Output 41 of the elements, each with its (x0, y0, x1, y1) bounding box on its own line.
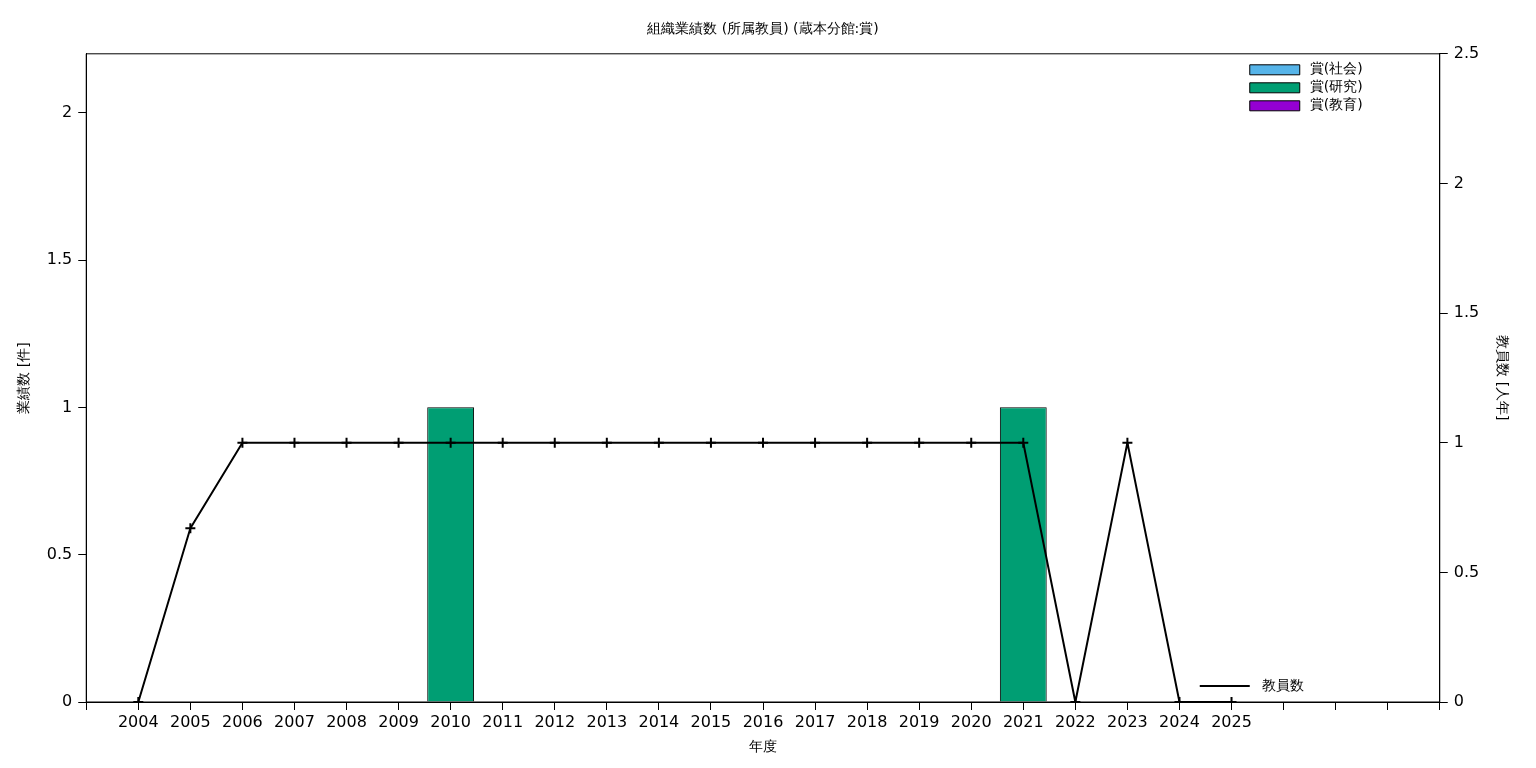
x-tick-label: 2006 (222, 711, 263, 731)
y-axis-title: 業績数 [件] (15, 342, 32, 414)
y-tick-label: 1 (62, 396, 73, 416)
x-tick-label: 2009 (378, 711, 419, 731)
legend-label: 賞(教育) (1309, 96, 1363, 113)
chart-title: 組織業績数 (所属教員) (蔵本分館:賞) (646, 20, 879, 37)
x-tick-label: 2023 (1107, 711, 1148, 731)
legend-label: 賞(研究) (1309, 78, 1363, 95)
x-tick-label: 2007 (274, 711, 315, 731)
y2-tick-label: 2 (1453, 172, 1464, 192)
y2-axis-title: 教員数 [人年] (1494, 335, 1511, 421)
y2-tick-label: 0.5 (1453, 561, 1480, 581)
x-tick-label: 2022 (1054, 711, 1096, 731)
x-tick-label: 2018 (846, 711, 888, 731)
x-tick-label: 2015 (690, 711, 732, 731)
y-tick-label: 2 (62, 101, 73, 121)
y2-tick-label: 2.5 (1453, 42, 1480, 62)
x-tick-label: 2020 (950, 711, 992, 731)
legend-label: 教員数 (1261, 676, 1304, 693)
x-tick-label: 2010 (430, 711, 472, 731)
x-tick-label: 2013 (586, 711, 628, 731)
x-tick-label: 2005 (170, 711, 211, 731)
y2-tick-label: 0 (1453, 691, 1464, 711)
x-tick-label: 2021 (1002, 711, 1044, 731)
x-tick-label: 2008 (326, 711, 367, 731)
x-axis-title: 年度 (749, 738, 777, 755)
y2-tick-label: 1 (1453, 431, 1464, 451)
y-tick-label: 0.5 (46, 543, 73, 563)
y-tick-label: 0 (62, 691, 73, 711)
x-tick-label: 2024 (1159, 711, 1200, 731)
x-tick-label: 2019 (898, 711, 940, 731)
x-tick-label: 2011 (482, 711, 524, 731)
x-tick-label: 2025 (1211, 711, 1252, 731)
y2-tick-label: 1.5 (1453, 302, 1480, 322)
x-tick-label: 2004 (117, 711, 159, 731)
x-tick-label: 2017 (794, 711, 836, 731)
legend-label: 賞(社会) (1309, 60, 1363, 77)
y-tick-label: 1.5 (46, 249, 73, 269)
x-tick-label: 2016 (742, 711, 784, 731)
x-tick-label: 2012 (534, 711, 576, 731)
x-tick-label: 2014 (638, 711, 680, 731)
